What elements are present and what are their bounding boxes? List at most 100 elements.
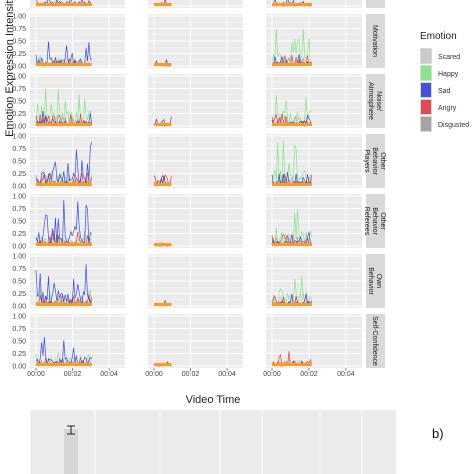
series-line [35, 231, 92, 247]
facet-strip-label: OtherBehaviorReferees [363, 207, 386, 236]
y-tick-label: 0.75 [12, 326, 26, 333]
x-tick-label: 00:00 [27, 371, 45, 378]
y-tick-label: 0.00 [12, 304, 26, 311]
y-tick-label: 0.75 [12, 266, 26, 273]
y-tick-label: 1.00 [12, 254, 26, 261]
series-line [271, 28, 313, 66]
x-axis-title: Video Time [186, 394, 241, 406]
y-tick-label: 0.75 [12, 206, 26, 213]
x-tick-label: 00:00 [145, 371, 163, 378]
y-tick-label: 0.75 [12, 146, 26, 153]
legend-swatch [421, 117, 431, 131]
x-tick-label: 00:04 [100, 371, 118, 378]
baseline-band [36, 363, 92, 366]
strip-label-line: Other [379, 152, 386, 170]
facet-strip [366, 134, 385, 188]
y-tick-label: 0.75 [12, 86, 26, 93]
y-tick-label: 0.50 [12, 339, 26, 346]
baseline-band [36, 123, 92, 126]
baseline-band [36, 3, 92, 6]
facet-strip-label: OtherBehaviorPlayers [363, 147, 386, 175]
facet-strip [366, 254, 385, 308]
y-axis-title: Emotion Expression Intensity [4, 0, 16, 137]
strip-label-line: Own [375, 274, 382, 289]
baseline-band [154, 303, 172, 306]
y-tick-label: 0.50 [12, 279, 26, 286]
strip-label-line: Referees [363, 207, 370, 236]
series-line [35, 199, 92, 247]
y-tick-label: 0.25 [12, 351, 26, 358]
y-tick-label: 0.25 [12, 291, 26, 298]
y-tick-label: 0.00 [12, 124, 26, 131]
strip-label-line: Behavior [371, 147, 378, 175]
y-tick-label: 0.50 [12, 219, 26, 226]
series-line [271, 233, 312, 247]
baseline-band [36, 63, 92, 66]
baseline-band [272, 303, 312, 306]
baseline-band [154, 363, 172, 366]
baseline-band [272, 183, 312, 186]
strip-label-line: Players [363, 149, 370, 173]
strip-label-line: Behavior [371, 207, 378, 235]
y-axis: 0.00 0.25 0.50 0.75 1.00 0.00 0.25 0.50 0.75 1.00… [12, 14, 26, 371]
facet-strip [366, 74, 385, 128]
legend-swatch [421, 49, 431, 63]
legend-swatch [421, 66, 431, 80]
y-tick-label: 0.00 [12, 244, 26, 251]
legend: Emotion Scared Happy Sad Angry Disgusted [420, 31, 469, 132]
baseline-band [272, 243, 312, 246]
strip-label-line: Atmosphere [367, 82, 374, 120]
y-tick-label: 0.25 [12, 171, 26, 178]
strip-label-line: Noise/ [375, 91, 382, 111]
series-line [271, 141, 313, 186]
y-tick-label: 0.25 [12, 231, 26, 238]
y-tick-label: 1.00 [12, 14, 26, 21]
panel-b-label: b) [432, 426, 444, 441]
y-tick-label: 0.25 [12, 51, 26, 58]
x-tick-label: 00:02 [300, 371, 318, 378]
facet-strip-label: Noise/Atmosphere [367, 82, 382, 120]
facet-strip-label: Motivation [371, 25, 378, 57]
series-line [35, 264, 92, 306]
y-tick-label: 0.00 [12, 184, 26, 191]
y-tick-label: 0.75 [12, 26, 26, 33]
baseline-band [36, 303, 92, 306]
legend-title: Emotion [420, 31, 457, 42]
y-tick-label: 1.00 [12, 74, 26, 81]
x-tick-label: 00:04 [337, 371, 355, 378]
y-tick-label: 1.00 [12, 134, 26, 141]
baseline-band [272, 123, 312, 126]
facet-strip [366, 14, 385, 68]
series-line [35, 141, 93, 186]
facet-panels [30, 0, 362, 368]
y-tick-label: 0.25 [12, 111, 26, 118]
baseline-band [154, 63, 172, 66]
x-axis: 00:00 00:02 00:04 00:00 00:02 00:04 00:00 00:02… [27, 368, 355, 378]
panel-b [29, 410, 396, 474]
series-line [35, 336, 92, 367]
y-tick-label: 0.00 [12, 364, 26, 371]
baseline-band [36, 243, 92, 246]
y-tick-label: 0.50 [12, 159, 26, 166]
legend-label: Scared [438, 54, 460, 61]
strip-label-line: Other [379, 212, 386, 230]
facet-panel [266, 0, 362, 8]
x-tick-label: 00:00 [263, 371, 281, 378]
strip-label-line: Self-Confidence [371, 316, 378, 366]
baseline-band [272, 363, 312, 366]
y-tick-label: 0.50 [12, 99, 26, 106]
facet-strip [366, 0, 385, 8]
legend-label: Sad [438, 88, 451, 95]
strip-label-line: Behavior [367, 267, 374, 295]
y-tick-label: 0.50 [12, 39, 26, 46]
baseline-band [36, 183, 92, 186]
baseline-band [154, 243, 172, 246]
baseline-band [272, 63, 312, 66]
x-tick-label: 00:02 [182, 371, 200, 378]
baseline-band [154, 123, 172, 126]
y-tick-label: 1.00 [12, 194, 26, 201]
strip-label-line: Motivation [371, 25, 378, 57]
legend-label: Disgusted [438, 122, 469, 129]
baseline-band [154, 183, 172, 186]
